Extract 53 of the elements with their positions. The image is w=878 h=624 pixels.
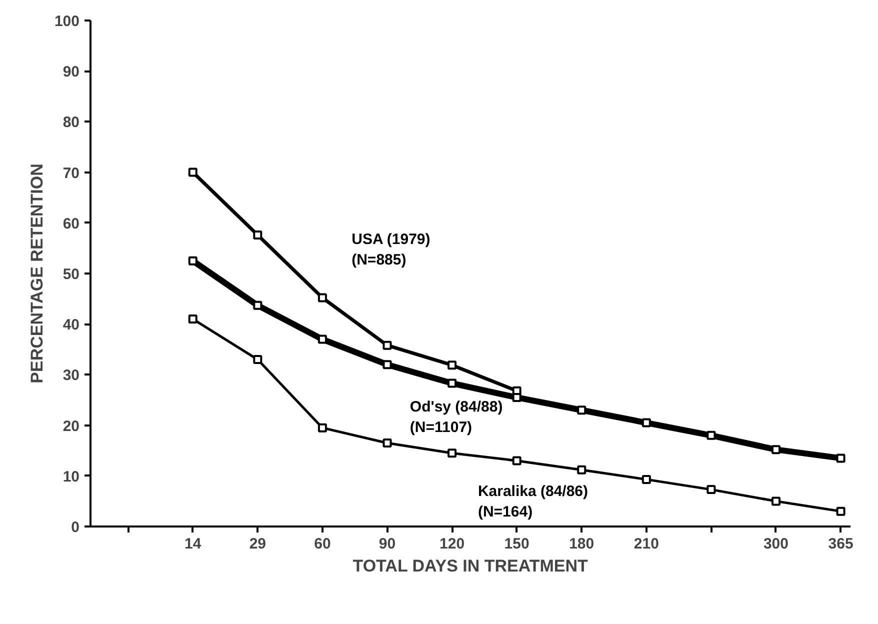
x-tick-label: 60 bbox=[314, 536, 331, 552]
point bbox=[318, 423, 327, 432]
y-tick-label: 90 bbox=[62, 64, 80, 81]
point bbox=[512, 392, 522, 402]
point bbox=[577, 465, 586, 474]
x-tick-label: 90 bbox=[378, 536, 396, 552]
point bbox=[188, 168, 198, 177]
y-tick-label: 40 bbox=[62, 316, 80, 334]
x-tick-label: 29 bbox=[249, 536, 266, 552]
point bbox=[382, 438, 392, 448]
y-tick-label: 0 bbox=[71, 519, 80, 536]
y-tick-label: 30 bbox=[62, 367, 80, 384]
y-axis-title: PERCENTAGE RETENTION bbox=[27, 164, 46, 384]
point bbox=[253, 355, 262, 364]
point bbox=[188, 256, 198, 266]
x-tick-label: 180 bbox=[569, 536, 594, 552]
point bbox=[188, 314, 198, 324]
point bbox=[253, 230, 262, 240]
y-tick-label: 10 bbox=[62, 468, 80, 486]
y-tick-label: 50 bbox=[62, 266, 80, 283]
point bbox=[706, 430, 716, 440]
y-tick-label: 100 bbox=[54, 13, 80, 30]
point bbox=[771, 445, 780, 454]
point bbox=[448, 378, 457, 388]
point bbox=[836, 506, 846, 516]
point bbox=[318, 293, 327, 302]
point bbox=[771, 496, 780, 506]
x-tick-label: 300 bbox=[763, 536, 789, 552]
x-axis-title: TOTAL DAYS IN TREATMENT bbox=[352, 556, 589, 576]
point bbox=[448, 360, 457, 370]
point bbox=[512, 456, 522, 466]
series-label: Od'sy (84/88) (N=1107) bbox=[410, 398, 503, 436]
point bbox=[382, 360, 392, 370]
point bbox=[706, 485, 716, 494]
y-tick-label: 70 bbox=[62, 164, 80, 182]
point bbox=[642, 418, 651, 428]
point bbox=[577, 406, 586, 415]
x-tick-label: 365 bbox=[828, 536, 854, 552]
x-tick-label: 120 bbox=[440, 536, 465, 552]
point bbox=[382, 340, 392, 350]
point bbox=[448, 448, 457, 458]
x-tick-label: 210 bbox=[634, 536, 659, 552]
point bbox=[253, 300, 262, 310]
series-label: Karalika (84/86) (N=164) bbox=[478, 483, 588, 520]
y-tick-label: 80 bbox=[62, 114, 80, 132]
y-tick-label: 60 bbox=[62, 215, 80, 232]
point bbox=[318, 334, 327, 344]
point bbox=[836, 454, 846, 463]
y-tick-label: 20 bbox=[62, 418, 80, 435]
x-tick-label: 150 bbox=[504, 536, 530, 552]
point bbox=[642, 474, 651, 484]
text: USA (1979) (N=885) bbox=[352, 231, 430, 268]
x-tick-label: 14 bbox=[184, 536, 202, 552]
